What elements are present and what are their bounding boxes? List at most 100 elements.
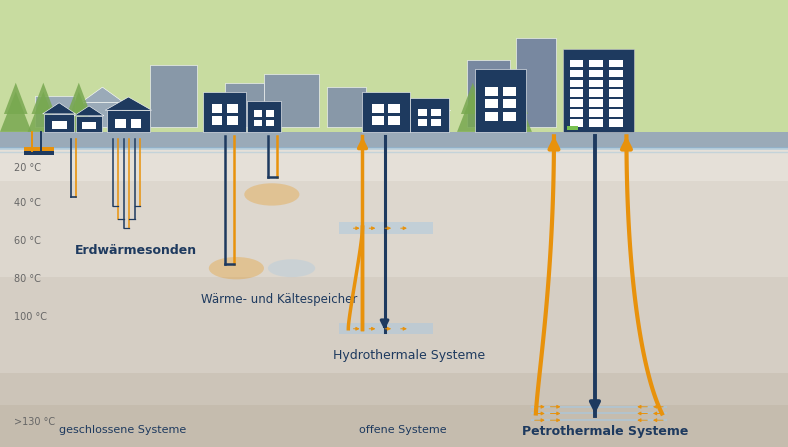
- Bar: [227, 116, 237, 125]
- Bar: [570, 89, 583, 97]
- Bar: [589, 60, 603, 67]
- Bar: [410, 98, 449, 132]
- Bar: [0, 132, 788, 148]
- Bar: [609, 89, 623, 97]
- Polygon shape: [74, 106, 104, 116]
- Bar: [0, 0, 788, 132]
- Bar: [150, 65, 197, 127]
- Polygon shape: [32, 83, 55, 114]
- Text: Petrothermale Systeme: Petrothermale Systeme: [522, 425, 689, 438]
- Bar: [570, 80, 583, 87]
- Bar: [76, 116, 102, 132]
- Bar: [589, 89, 603, 97]
- Bar: [589, 99, 603, 107]
- Text: Erdwärmesonden: Erdwärmesonden: [75, 244, 197, 257]
- Polygon shape: [106, 97, 151, 110]
- Bar: [0, 405, 788, 447]
- Bar: [418, 111, 449, 127]
- Bar: [388, 116, 400, 125]
- Bar: [609, 109, 623, 117]
- Polygon shape: [461, 83, 485, 114]
- Text: offene Systeme: offene Systeme: [359, 425, 446, 435]
- Bar: [570, 99, 583, 107]
- Bar: [570, 60, 583, 67]
- Bar: [418, 109, 427, 116]
- Polygon shape: [28, 92, 59, 132]
- Bar: [35, 96, 75, 127]
- Bar: [52, 121, 67, 129]
- Bar: [567, 126, 578, 130]
- Bar: [264, 74, 319, 127]
- Bar: [225, 83, 264, 127]
- Bar: [563, 49, 634, 132]
- Bar: [570, 119, 583, 127]
- Bar: [327, 87, 366, 127]
- Bar: [570, 109, 583, 117]
- Polygon shape: [63, 92, 95, 132]
- Bar: [609, 99, 623, 107]
- Polygon shape: [377, 96, 411, 108]
- Bar: [432, 109, 441, 116]
- Bar: [339, 323, 433, 334]
- Bar: [0, 148, 788, 181]
- Bar: [589, 80, 603, 87]
- Bar: [372, 104, 384, 113]
- Bar: [609, 70, 623, 77]
- Bar: [116, 119, 126, 128]
- Ellipse shape: [209, 257, 264, 279]
- Bar: [503, 87, 515, 96]
- Bar: [266, 110, 274, 117]
- Polygon shape: [504, 83, 528, 114]
- Bar: [339, 223, 433, 233]
- Bar: [474, 69, 526, 132]
- Bar: [388, 104, 400, 113]
- Polygon shape: [500, 92, 532, 132]
- Bar: [609, 60, 623, 67]
- Bar: [609, 119, 623, 127]
- Bar: [609, 80, 623, 87]
- Bar: [418, 118, 427, 126]
- Bar: [24, 151, 54, 155]
- Bar: [466, 60, 511, 127]
- Polygon shape: [457, 92, 489, 132]
- Polygon shape: [43, 103, 76, 114]
- Bar: [83, 122, 96, 129]
- Bar: [589, 109, 603, 117]
- Text: 60 °C: 60 °C: [14, 236, 41, 246]
- Polygon shape: [67, 83, 91, 114]
- Bar: [516, 38, 556, 127]
- Bar: [589, 70, 603, 77]
- Text: 20 °C: 20 °C: [14, 163, 41, 173]
- Text: 100 °C: 100 °C: [14, 312, 47, 322]
- Bar: [485, 99, 498, 108]
- Text: 80 °C: 80 °C: [14, 274, 41, 284]
- Polygon shape: [416, 101, 451, 111]
- Bar: [247, 101, 281, 132]
- Bar: [485, 87, 498, 96]
- Polygon shape: [0, 92, 32, 132]
- Bar: [372, 116, 384, 125]
- Bar: [211, 116, 222, 125]
- Bar: [570, 70, 583, 77]
- Bar: [24, 147, 54, 151]
- Bar: [203, 92, 246, 132]
- Text: >130 °C: >130 °C: [14, 417, 55, 427]
- Polygon shape: [81, 87, 124, 102]
- Bar: [211, 104, 222, 113]
- Bar: [44, 114, 74, 132]
- Bar: [107, 110, 150, 132]
- Bar: [503, 112, 515, 121]
- Bar: [0, 277, 788, 373]
- Bar: [266, 119, 274, 126]
- Bar: [362, 92, 410, 132]
- Bar: [503, 99, 515, 108]
- Bar: [0, 373, 788, 405]
- Bar: [378, 108, 410, 127]
- Bar: [0, 181, 788, 277]
- Bar: [485, 112, 498, 121]
- Bar: [83, 102, 122, 127]
- Bar: [254, 119, 262, 126]
- Text: 40 °C: 40 °C: [14, 198, 41, 208]
- Bar: [131, 119, 142, 128]
- Text: Wärme- und Kältespeicher: Wärme- und Kältespeicher: [201, 293, 357, 306]
